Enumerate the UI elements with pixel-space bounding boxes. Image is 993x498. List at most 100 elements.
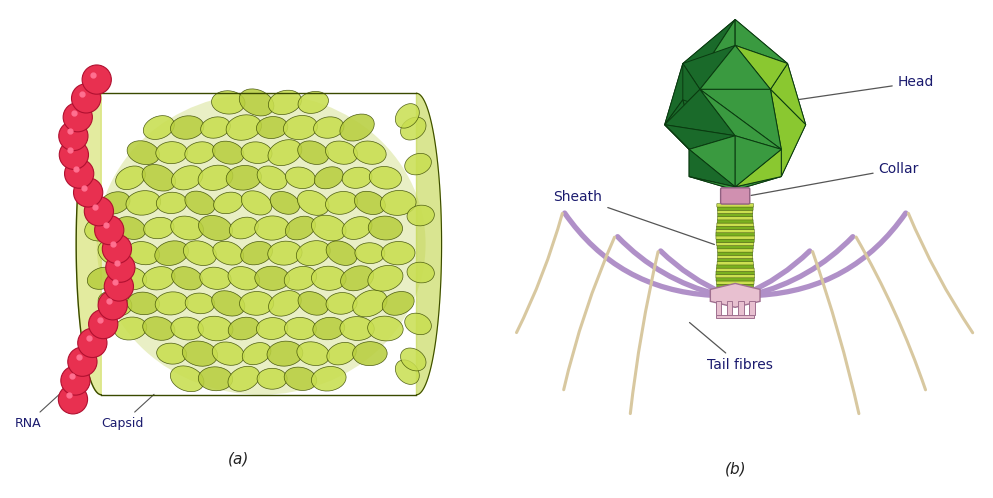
Ellipse shape (240, 242, 272, 265)
Polygon shape (689, 160, 771, 190)
Ellipse shape (298, 141, 329, 164)
Circle shape (64, 103, 92, 132)
Text: RNA: RNA (15, 383, 71, 430)
Ellipse shape (228, 367, 259, 391)
Polygon shape (664, 89, 735, 136)
Polygon shape (771, 89, 781, 177)
Ellipse shape (155, 241, 189, 265)
Circle shape (105, 253, 135, 282)
Circle shape (84, 197, 113, 226)
Ellipse shape (285, 216, 316, 240)
Ellipse shape (257, 166, 287, 190)
Polygon shape (689, 149, 735, 187)
Ellipse shape (100, 192, 130, 214)
Circle shape (98, 291, 127, 320)
Ellipse shape (226, 115, 261, 140)
Polygon shape (700, 89, 781, 149)
Ellipse shape (199, 216, 232, 241)
FancyBboxPatch shape (716, 239, 755, 243)
Ellipse shape (353, 342, 387, 366)
Polygon shape (76, 93, 101, 395)
Ellipse shape (98, 240, 132, 266)
Ellipse shape (114, 317, 147, 340)
Ellipse shape (213, 141, 244, 164)
Ellipse shape (157, 343, 187, 364)
Polygon shape (689, 177, 735, 190)
Ellipse shape (313, 317, 345, 340)
Ellipse shape (405, 153, 431, 175)
Ellipse shape (255, 266, 290, 290)
Ellipse shape (242, 343, 271, 365)
Polygon shape (689, 160, 771, 177)
Polygon shape (771, 89, 805, 177)
Ellipse shape (326, 241, 357, 265)
Ellipse shape (185, 191, 215, 215)
Ellipse shape (84, 215, 120, 241)
Text: Tail fibres: Tail fibres (689, 323, 773, 372)
Ellipse shape (400, 348, 426, 371)
Circle shape (77, 328, 107, 358)
Ellipse shape (171, 216, 204, 240)
Polygon shape (689, 149, 700, 177)
Bar (739, 301, 744, 315)
Ellipse shape (369, 166, 401, 189)
Ellipse shape (400, 117, 426, 140)
FancyBboxPatch shape (721, 188, 750, 204)
Polygon shape (700, 118, 771, 160)
Polygon shape (664, 124, 700, 160)
Ellipse shape (228, 266, 259, 290)
Polygon shape (664, 100, 700, 160)
Ellipse shape (355, 243, 385, 263)
Ellipse shape (284, 266, 317, 290)
Ellipse shape (87, 267, 117, 289)
Ellipse shape (226, 165, 261, 190)
Ellipse shape (298, 92, 329, 114)
Polygon shape (735, 136, 781, 187)
Polygon shape (735, 124, 805, 190)
Ellipse shape (241, 142, 272, 163)
FancyBboxPatch shape (717, 246, 754, 249)
Circle shape (59, 122, 88, 150)
Circle shape (59, 385, 87, 414)
Ellipse shape (367, 316, 403, 341)
Ellipse shape (314, 117, 344, 138)
Ellipse shape (142, 164, 176, 191)
Ellipse shape (267, 341, 303, 366)
Ellipse shape (256, 318, 288, 340)
Ellipse shape (155, 292, 188, 315)
Ellipse shape (297, 342, 330, 366)
Polygon shape (700, 89, 781, 149)
Ellipse shape (312, 215, 347, 241)
FancyBboxPatch shape (717, 204, 754, 207)
Ellipse shape (326, 292, 357, 314)
Circle shape (68, 347, 97, 376)
FancyBboxPatch shape (716, 230, 755, 233)
Circle shape (94, 216, 124, 245)
Polygon shape (683, 100, 735, 160)
Ellipse shape (172, 266, 203, 290)
Ellipse shape (340, 317, 374, 341)
Ellipse shape (114, 267, 147, 290)
Circle shape (88, 309, 118, 339)
Ellipse shape (257, 369, 287, 389)
FancyBboxPatch shape (717, 242, 754, 246)
Ellipse shape (268, 241, 302, 265)
Ellipse shape (199, 367, 232, 391)
FancyBboxPatch shape (717, 261, 754, 265)
Ellipse shape (343, 167, 372, 188)
FancyBboxPatch shape (716, 277, 755, 281)
Ellipse shape (127, 141, 160, 164)
Ellipse shape (382, 291, 414, 315)
Ellipse shape (185, 293, 214, 314)
Circle shape (71, 84, 100, 113)
FancyBboxPatch shape (718, 252, 753, 255)
Ellipse shape (395, 360, 419, 384)
Bar (716, 301, 721, 315)
Polygon shape (735, 124, 805, 190)
Ellipse shape (285, 167, 316, 189)
Ellipse shape (327, 343, 356, 365)
Ellipse shape (143, 116, 175, 139)
Ellipse shape (241, 191, 272, 215)
Ellipse shape (355, 191, 385, 215)
Ellipse shape (213, 242, 243, 265)
